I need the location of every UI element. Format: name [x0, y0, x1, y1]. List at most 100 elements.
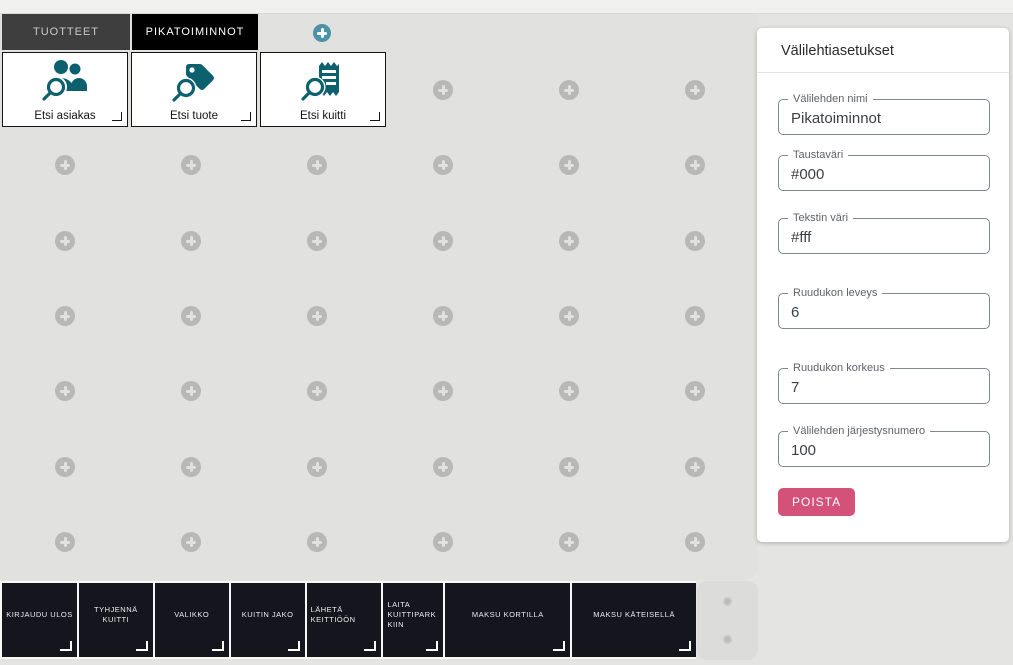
tile-etsi-tuote[interactable]: Etsi tuote: [131, 52, 257, 127]
panel-title: Välilehtiasetukset: [781, 43, 894, 59]
field-label: Taustaväri: [788, 149, 849, 161]
add-grid-item-button plus-icon[interactable]: [685, 457, 705, 477]
receipt-search-icon: [301, 62, 339, 101]
add-grid-item-button plus-icon[interactable]: [433, 457, 453, 477]
add-grid-item-button plus-icon[interactable]: [433, 231, 453, 251]
add-grid-item-button plus-icon[interactable]: [307, 457, 327, 477]
resize-handle-icon[interactable]: [679, 641, 691, 651]
grid-width-input[interactable]: [779, 294, 989, 328]
bottom-bar-button-label: MAKSU KORTILLA: [471, 610, 544, 620]
add-grid-item-button plus-icon[interactable]: [685, 231, 705, 251]
bottom-bar-button-label: KUITIN JAKO: [241, 610, 294, 620]
add-grid-item-button plus-icon[interactable]: [181, 381, 201, 401]
bottom-bar-button-label: KIRJAUDU ULOS: [6, 610, 73, 620]
add-grid-item-button plus-icon[interactable]: [55, 231, 75, 251]
bottom-bar-button[interactable]: KIRJAUDU ULOS: [2, 583, 77, 657]
tile-etsi-kuitti[interactable]: Etsi kuitti: [260, 52, 386, 127]
add-grid-item-button plus-icon[interactable]: [559, 231, 579, 251]
add-grid-item-button plus-icon[interactable]: [685, 532, 705, 552]
resize-handle-icon[interactable]: [211, 641, 224, 651]
add-grid-item-button plus-icon[interactable]: [181, 532, 201, 552]
resize-handle-icon[interactable]: [553, 641, 566, 651]
bottom-bar-button[interactable]: MAKSU KORTILLA: [445, 583, 571, 657]
bottom-bar-button[interactable]: LÄHETÄ KEITTIÖÖN: [306, 583, 382, 657]
bottom-bar-button[interactable]: KUITIN JAKO: [230, 583, 305, 657]
add-grid-item-button plus-icon[interactable]: [559, 457, 579, 477]
add-tab-button plus-icon[interactable]: [313, 24, 331, 42]
resize-handle-icon[interactable]: [135, 641, 148, 651]
bottom-bar-button[interactable]: TYHJENNÄ KUITTI: [78, 583, 153, 657]
add-grid-item-button plus-icon[interactable]: [55, 155, 75, 175]
add-grid-item-button plus-icon[interactable]: [307, 231, 327, 251]
tab-pikatoiminnot[interactable]: PIKATOIMINNOT: [132, 14, 258, 50]
tab-order-input[interactable]: [779, 432, 989, 466]
panel-header: Välilehtiasetukset: [757, 28, 1009, 72]
resize-handle-icon[interactable]: [426, 641, 439, 651]
field-grid-height: Ruudukon korkeus: [778, 362, 990, 404]
tile-label: Etsi asiakas: [34, 110, 96, 122]
add-grid-item-button plus-icon[interactable]: [55, 532, 75, 552]
field-label: Ruudukon korkeus: [788, 362, 890, 374]
add-grid-item-button plus-icon[interactable]: [433, 532, 453, 552]
add-grid-item-button plus-icon[interactable]: [55, 381, 75, 401]
add-grid-item-button plus-icon[interactable]: [685, 381, 705, 401]
resize-handle-icon[interactable]: [59, 641, 72, 651]
add-grid-item-button plus-icon[interactable]: [307, 306, 327, 326]
field-grid-width: Ruudukon leveys: [778, 287, 990, 329]
resize-handle-icon[interactable]: [241, 112, 251, 121]
pager-dot[interactable]: [723, 635, 732, 644]
add-grid-item-button plus-icon[interactable]: [55, 457, 75, 477]
product-search-icon: [172, 64, 214, 102]
add-grid-item-button plus-icon[interactable]: [685, 306, 705, 326]
add-grid-item-button plus-icon[interactable]: [181, 306, 201, 326]
add-grid-item-button plus-icon[interactable]: [433, 306, 453, 326]
add-grid-item-button plus-icon[interactable]: [307, 532, 327, 552]
divider: [757, 72, 1009, 73]
resize-handle-icon[interactable]: [370, 112, 380, 121]
bottom-bar: KIRJAUDU ULOS TYHJENNÄ KUITTI VALIKKO KUITI…: [0, 581, 696, 659]
field-text-color: Tekstin väri: [778, 212, 990, 254]
resize-handle-icon[interactable]: [364, 641, 377, 651]
add-grid-item-button plus-icon[interactable]: [181, 457, 201, 477]
tab-name-input[interactable]: [779, 100, 989, 134]
add-grid-item-button plus-icon[interactable]: [55, 306, 75, 326]
tile-label: Etsi tuote: [170, 110, 218, 122]
bottom-bar-button-label: LÄHETÄ KEITTIÖÖN: [310, 605, 356, 624]
field-label: Ruudukon leveys: [788, 287, 883, 299]
field-background-color: Taustaväri: [778, 149, 990, 191]
add-grid-item-button plus-icon[interactable]: [685, 155, 705, 175]
top-strip: [0, 0, 1013, 14]
bottom-bar-button-label: TYHJENNÄ KUITTI: [94, 605, 138, 624]
background-color-input[interactable]: [779, 156, 989, 190]
add-grid-item-button plus-icon[interactable]: [559, 80, 579, 100]
bottom-bar-button[interactable]: LAITA KUITTIPARKKIIN: [383, 583, 444, 657]
quick-action-grid: TUOTTEET PIKATOIMINNOT Etsi asiakas: [0, 14, 758, 580]
resize-handle-icon[interactable]: [287, 641, 300, 651]
add-grid-item-button plus-icon[interactable]: [559, 306, 579, 326]
add-grid-item-button plus-icon[interactable]: [433, 155, 453, 175]
add-grid-item-button plus-icon[interactable]: [181, 231, 201, 251]
grid-height-input[interactable]: [779, 369, 989, 403]
resize-handle-icon[interactable]: [112, 112, 122, 121]
bottom-bar-button[interactable]: MAKSU KÄTEISELLÄ: [572, 583, 696, 657]
add-grid-item-button plus-icon[interactable]: [559, 155, 579, 175]
add-grid-item-button plus-icon[interactable]: [685, 80, 705, 100]
field-tab-name: Välilehden nimi: [778, 93, 990, 135]
add-grid-item-button plus-icon[interactable]: [181, 155, 201, 175]
bottom-bar-button[interactable]: VALIKKO: [154, 583, 229, 657]
add-grid-item-button plus-icon[interactable]: [559, 381, 579, 401]
tile-etsi-asiakas[interactable]: Etsi asiakas: [2, 52, 128, 127]
delete-tab-button[interactable]: POISTA: [778, 488, 856, 516]
text-color-input[interactable]: [779, 219, 989, 253]
bottom-bar-button-label: VALIKKO: [174, 610, 210, 620]
tab-tuotteet[interactable]: TUOTTEET: [2, 14, 130, 50]
add-grid-item-button plus-icon[interactable]: [433, 381, 453, 401]
tab-bar: TUOTTEET PIKATOIMINNOT: [2, 14, 258, 50]
customer-search-icon: [42, 60, 87, 101]
add-grid-item-button plus-icon[interactable]: [559, 532, 579, 552]
pager-dot[interactable]: [723, 597, 732, 606]
add-grid-item-button plus-icon[interactable]: [307, 381, 327, 401]
add-grid-item-button plus-icon[interactable]: [307, 155, 327, 175]
quick-action-tiles: Etsi asiakas Etsi tuote: [2, 52, 386, 127]
add-grid-item-button plus-icon[interactable]: [433, 80, 453, 100]
